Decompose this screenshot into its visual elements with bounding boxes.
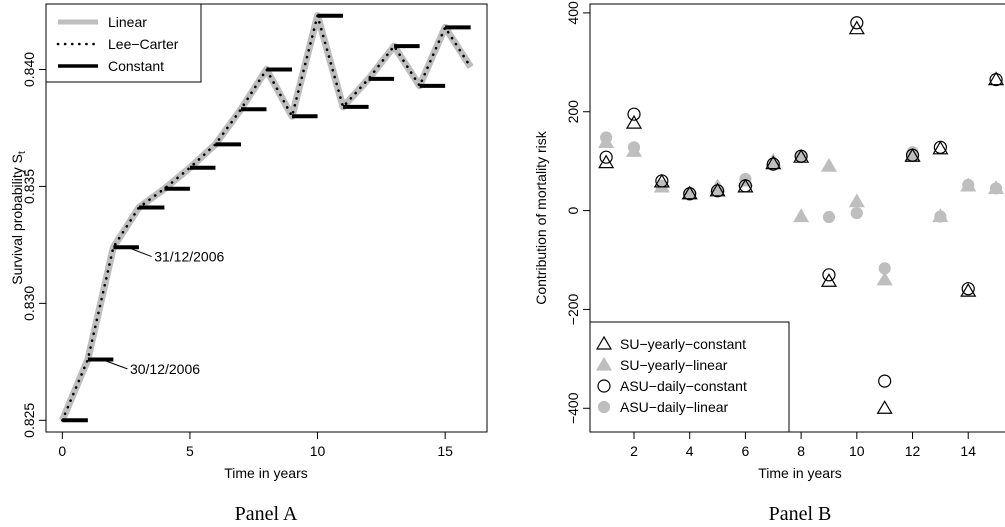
point-open-triangle — [765, 155, 782, 170]
panel-b-y-axis-label: Contribution of mortality risk — [533, 130, 549, 305]
point-open-triangle — [598, 154, 615, 169]
point-filled-triangle — [876, 271, 893, 286]
panel-a-label: Panel A — [235, 503, 298, 525]
panel-b-x-tick-label: 12 — [905, 443, 921, 459]
point-filled-circle — [850, 206, 863, 220]
legend-marker — [595, 335, 613, 350]
panel-b-y-tick-label: −200 — [565, 293, 581, 325]
point-open-circle — [822, 268, 836, 282]
point-open-triangle — [681, 185, 698, 200]
legend-entry-label: SU−yearly−constant — [620, 336, 746, 352]
legend-entry-label: Constant — [108, 58, 164, 74]
annotation-leader — [127, 246, 152, 258]
point-open-circle — [599, 150, 613, 164]
point-open-circle — [766, 157, 780, 171]
panel-b-x-tick-label: 8 — [797, 443, 805, 459]
legend-marker — [595, 356, 613, 371]
panel-b-y-tick-label: 0 — [565, 206, 581, 214]
panel-b-x-tick-label: 2 — [630, 443, 638, 459]
panel-a-y-tick-label: 0.825 — [21, 403, 37, 438]
panel-b-y-tick-label: −400 — [565, 392, 581, 424]
panel-a-x-tick-label: 15 — [437, 443, 453, 459]
point-open-circle — [655, 174, 669, 188]
panel-a-y-tick-label: 0.840 — [21, 52, 37, 87]
legend-entry-label: Lee−Carter — [108, 36, 179, 52]
point-filled-circle — [934, 210, 947, 223]
panel-a-legend: Linear Lee−Carter Constant — [45, 3, 202, 83]
panel-b-x-tick-label: 4 — [686, 443, 694, 459]
panel-b-legend-box — [589, 321, 790, 433]
panel-a-y-tick-label: 0.835 — [21, 169, 37, 204]
point-open-circle — [683, 187, 697, 201]
point-filled-circle — [655, 179, 668, 192]
legend-entry-label: ASU−daily−linear — [620, 399, 729, 415]
panel-a-x-tick-label: 10 — [310, 443, 326, 459]
panel-a-x-axis-label: Time in years — [224, 465, 308, 481]
panel-b-x-tick-label: 14 — [960, 443, 976, 459]
point-filled-circle — [989, 182, 1003, 195]
point-open-circle — [878, 374, 892, 388]
point-open-triangle — [876, 400, 893, 414]
point-filled-circle — [600, 131, 613, 144]
point-open-circle — [961, 282, 975, 296]
panel-a-plot-area — [45, 3, 488, 433]
panel-b-plot-area — [589, 3, 1005, 433]
panel-a-x-tick-label: 5 — [186, 443, 194, 459]
legend-marker — [597, 400, 611, 414]
legend-entry-label: ASU−daily−constant — [620, 378, 747, 394]
point-open-circle — [710, 184, 725, 198]
point-open-triangle — [848, 20, 865, 35]
point-open-circle — [989, 73, 1003, 87]
panel-b-legend: SU−yearly−constant SU−yearly−linear ASU−da… — [589, 321, 790, 433]
point-open-circle — [905, 148, 920, 162]
point-open-circle — [627, 107, 641, 121]
legend-entry-label: SU−yearly−linear — [620, 357, 728, 373]
point-open-circle — [738, 179, 753, 193]
panel-b-x-tick-label: 10 — [849, 443, 865, 459]
point-filled-triangle — [820, 157, 838, 172]
panel-b-x-tick-label: 6 — [742, 443, 750, 459]
annotation-leader — [101, 359, 128, 370]
point-filled-triangle — [848, 193, 865, 208]
panel-b-y-tick-label: 200 — [565, 100, 581, 124]
panel-b-x-axis-label: Time in years — [758, 465, 842, 481]
point-open-triangle — [960, 282, 977, 297]
panel-a-y-tick-label: 0.830 — [21, 286, 37, 321]
point-filled-circle — [627, 141, 641, 154]
legend-entry-label: Linear — [108, 14, 147, 30]
point-open-triangle — [709, 182, 726, 197]
panel-b-y-tick-label: 400 — [565, 1, 581, 25]
panel-b-label: Panel B — [769, 503, 832, 525]
point-open-triangle — [988, 71, 1005, 86]
point-open-circle — [794, 149, 808, 163]
point-filled-circle — [962, 178, 975, 191]
point-filled-triangle — [793, 208, 810, 223]
point-open-circle — [933, 140, 947, 154]
point-filled-circle — [878, 262, 891, 275]
point-filled-circle — [822, 210, 836, 224]
annotation-31-12-2006: 31/12/2006 — [154, 249, 224, 265]
legend-marker — [597, 379, 611, 393]
annotation-30-12-2006: 30/12/2006 — [130, 361, 200, 377]
point-open-circle — [850, 16, 864, 30]
point-open-triangle — [625, 114, 643, 129]
panel-a-x-tick-label: 0 — [58, 443, 66, 459]
panel-a-y-axis-label: Survival probability St — [9, 151, 28, 285]
